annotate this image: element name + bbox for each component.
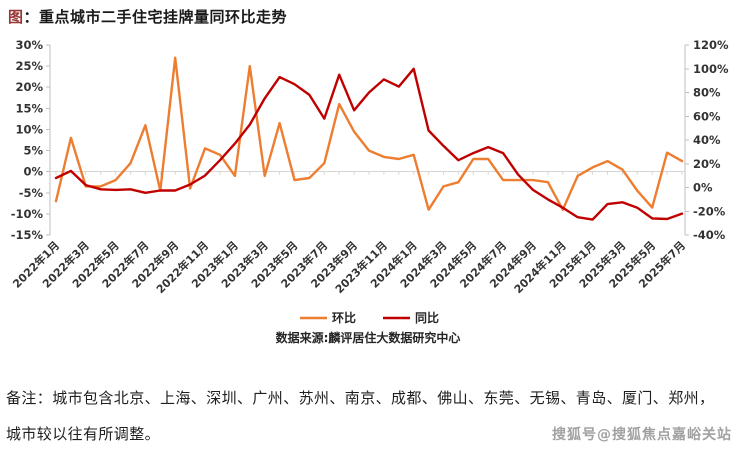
right-y-axis-label: 100% (693, 62, 729, 76)
watermark: 搜狐号@搜狐焦点嘉峪关站 (552, 427, 732, 443)
left-y-axis-label: -5% (19, 186, 44, 200)
right-y-axis: 120% 100% 80% 60% 40% 20% 0% -20% -40% (684, 38, 729, 242)
left-y-axis-label: 0% (23, 165, 43, 179)
right-y-axis-label: 20% (693, 157, 721, 171)
chart-title-prefix: 图 (8, 8, 24, 26)
left-y-axis-label: 15% (15, 101, 43, 115)
data-source: 数据来源:麟评居住大数据研究中心 (276, 330, 461, 345)
x-axis-labels: 2022年1月2022年3月2022年5月2022年7月2022年9月2022年… (10, 238, 689, 296)
legend-label: 同比 (415, 310, 439, 325)
right-y-axis-label: 60% (693, 109, 721, 123)
left-y-axis-label: 30% (15, 38, 43, 52)
footnote-line-1: 备注：城市包含北京、上海、深圳、广州、苏州、南京、成都、佛山、东莞、无锡、青岛、… (6, 391, 715, 407)
left-y-axis-label: 20% (15, 80, 43, 94)
right-y-axis-label: 80% (693, 86, 721, 100)
right-y-axis-label: -20% (693, 204, 726, 218)
right-y-axis-label: 40% (693, 133, 721, 147)
right-y-axis-label: -40% (693, 228, 726, 242)
legend-label: 环比 (332, 310, 356, 325)
chart-title-text: ：重点城市二手住宅挂牌量同环比走势 (23, 8, 288, 26)
legend: 环比 同比 (300, 310, 439, 325)
footnote-line-2: 城市较以往有所调整。 (6, 427, 161, 443)
right-y-axis-label: 120% (693, 38, 729, 52)
left-y-axis-label: -10% (11, 207, 44, 221)
category-axis (50, 171, 685, 175)
left-y-axis: 30% 25% 20% 15% 10% 5% 0% -5% -10% -15% (11, 38, 51, 242)
series-line-yoy (54, 67, 684, 221)
left-y-axis-label: 10% (15, 122, 43, 136)
trend-line-chart: 30% 25% 20% 15% 10% 5% 0% -5% -10% -15% 120% 100% 80… (10, 38, 729, 345)
left-y-axis-label: 25% (15, 59, 43, 73)
left-y-axis-label: 5% (23, 144, 43, 158)
chart-title: 图：重点城市二手住宅挂牌量同环比走势 (8, 6, 287, 27)
series-line-mom (54, 56, 684, 211)
right-y-axis-label: 0% (693, 181, 713, 195)
left-y-axis-label: -15% (11, 228, 44, 242)
